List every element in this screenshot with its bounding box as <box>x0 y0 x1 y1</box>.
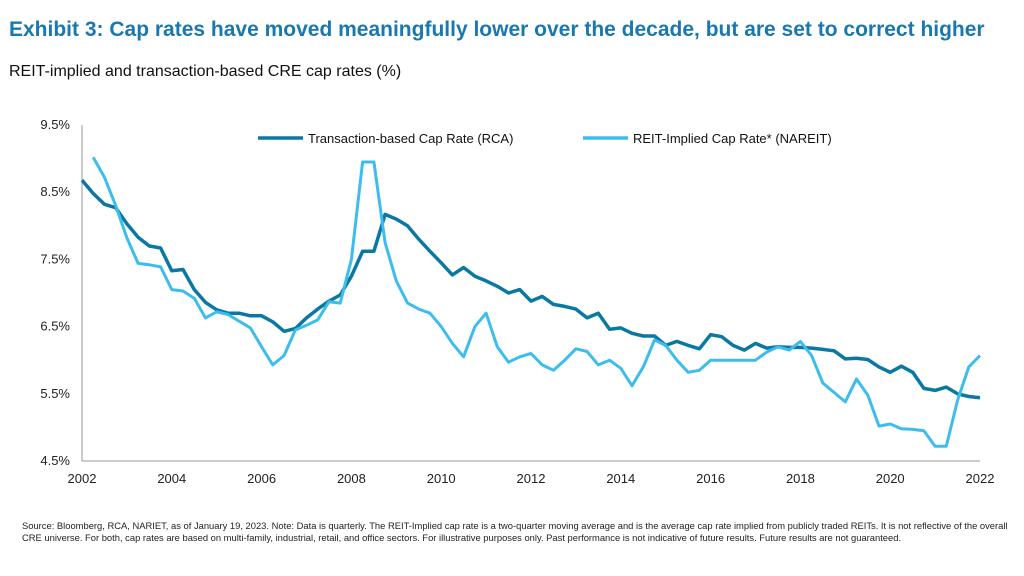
x-tick-label: 2008 <box>337 471 366 486</box>
x-tick-label: 2014 <box>606 471 635 486</box>
y-tick-label: 5.5% <box>40 386 70 401</box>
y-tick-label: 7.5% <box>40 251 70 266</box>
x-tick-label: 2018 <box>786 471 815 486</box>
axes <box>81 125 980 462</box>
legend: Transaction-based Cap Rate (RCA) REIT-Imp… <box>258 131 832 146</box>
x-tick-label: 2006 <box>247 471 276 486</box>
x-tick-label: 2004 <box>157 471 186 486</box>
x-tick-label: 2012 <box>517 471 546 486</box>
chart-subtitle: REIT-implied and transaction-based CRE c… <box>9 63 402 80</box>
x-tick-label: 2010 <box>427 471 456 486</box>
y-tick-label: 4.5% <box>40 453 70 468</box>
legend-label: REIT-Implied Cap Rate* (NAREIT) <box>633 131 832 146</box>
x-tick-label: 2020 <box>876 471 905 486</box>
source-note: Source: Bloomberg, RCA, NARIET, as of Ja… <box>22 520 1008 543</box>
y-tick-label: 9.5% <box>40 117 70 132</box>
y-tick-label: 6.5% <box>40 319 70 334</box>
x-tick-label: 2002 <box>68 471 97 486</box>
exhibit-title: Exhibit 3: Cap rates have moved meaningf… <box>9 18 985 41</box>
series-lines <box>80 156 982 448</box>
series-line-transaction <box>80 178 981 400</box>
tick-labels: 4.5% 5.5% 6.5% 7.5% 8.5% 9.5% 2002 2004 2006 2008… <box>40 117 994 486</box>
y-tick-label: 8.5% <box>40 184 70 199</box>
x-tick-label: 2022 <box>966 471 995 486</box>
series-line-reit <box>91 156 982 448</box>
legend-label: Transaction-based Cap Rate (RCA) <box>308 131 513 146</box>
line-chart: 4.5% 5.5% 6.5% 7.5% 8.5% 9.5% 2002 2004 2006 2008… <box>40 117 994 486</box>
x-tick-label: 2016 <box>696 471 725 486</box>
